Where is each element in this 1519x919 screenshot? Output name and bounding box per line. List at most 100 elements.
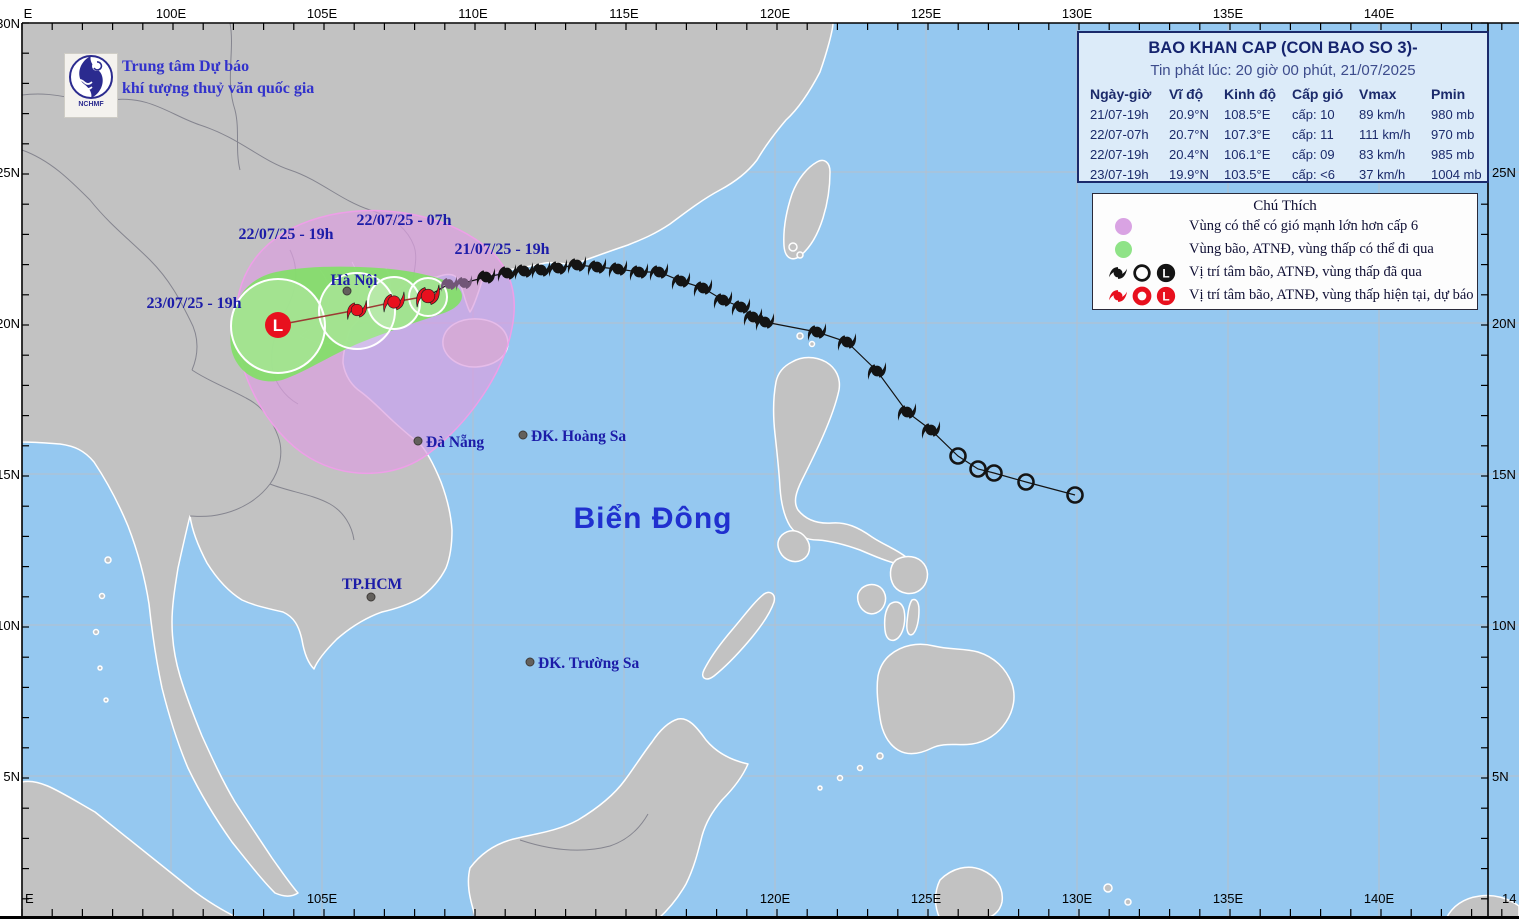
top-margin bbox=[0, 0, 1519, 23]
axis-label: 20N bbox=[0, 316, 20, 331]
forecast-low-letter: L bbox=[273, 316, 283, 335]
storm-track: L bbox=[265, 254, 1084, 504]
wind-area-circle-icon bbox=[1115, 218, 1132, 235]
col-header: Vĩ độ bbox=[1169, 86, 1204, 102]
axis-label: 5N bbox=[1492, 769, 1509, 784]
hoangsa-dot bbox=[518, 430, 528, 440]
axis-label: 5N bbox=[3, 769, 20, 784]
cell: 20.9°N bbox=[1169, 107, 1209, 122]
cell: 83 km/h bbox=[1359, 147, 1406, 162]
cell: 985 mb bbox=[1431, 147, 1475, 162]
land-samar bbox=[889, 555, 929, 595]
axis-label: 120E bbox=[760, 6, 791, 21]
forecast-table: Ngày-giờ Vĩ độ Kinh độ Cấp gió Vmax Pmin… bbox=[1079, 79, 1487, 182]
cell: 980 mb bbox=[1431, 107, 1475, 122]
track-area-circle-icon bbox=[1115, 241, 1132, 258]
land-borneo bbox=[467, 718, 749, 919]
danang-dot bbox=[413, 436, 423, 446]
cell: 21/07-19h bbox=[1090, 107, 1149, 122]
axis-label: 20N bbox=[1492, 316, 1516, 331]
cell: 107.3°E bbox=[1224, 127, 1271, 142]
bulletin-issued-time: Tin phát lúc: 20 giờ 00 phút, 21/07/2025 bbox=[1150, 62, 1416, 79]
axis-labels: E 100E 105E 110E 115E 120E 125E 130E 135E 140E E 10… bbox=[0, 6, 1516, 906]
legend-item-track-area: Vùng bão, ATNĐ, vùng thấp có thể đi qua bbox=[1093, 238, 1477, 261]
past-low-icon: L bbox=[1156, 263, 1176, 282]
truongsa-dot bbox=[525, 657, 535, 667]
axis-label: 140E bbox=[1364, 891, 1395, 906]
axis-label: 100E bbox=[156, 6, 187, 21]
past-depression-icon bbox=[1133, 263, 1151, 282]
axis-label: 105E bbox=[307, 6, 338, 21]
land-islet bbox=[808, 340, 816, 348]
cell: 23/07-19h bbox=[1090, 167, 1149, 182]
cell: 108.5°E bbox=[1224, 107, 1271, 122]
land-islet bbox=[788, 242, 798, 252]
past-typhoon-icon bbox=[1108, 266, 1128, 279]
cell: 22/07-07h bbox=[1090, 127, 1149, 142]
land-islet bbox=[876, 752, 884, 760]
land-sulawesi bbox=[934, 866, 1004, 919]
legend-item-past: L Vị trí tâm bão, ATNĐ, vùng thấp đã qua bbox=[1093, 261, 1477, 284]
svg-text:L: L bbox=[1162, 289, 1169, 303]
axis-label: 25N bbox=[1492, 165, 1516, 180]
legend-label: Vị trí tâm bão, ATNĐ, vùng thấp đã qua bbox=[1189, 264, 1422, 280]
land-negros bbox=[883, 601, 906, 642]
cell: 106.1°E bbox=[1224, 147, 1271, 162]
land-mindanao bbox=[876, 643, 1015, 755]
legend-box: Chú Thích Vùng có thể có gió mạnh lớn hơ… bbox=[1092, 193, 1478, 310]
nchmf-logo: NCHMF bbox=[64, 53, 118, 118]
land-islet bbox=[104, 556, 112, 564]
cell: 970 mb bbox=[1431, 127, 1475, 142]
axis-label: 105E bbox=[307, 891, 338, 906]
time-label-22-07: 22/07/25 - 07h bbox=[356, 212, 451, 229]
legend-title: Chú Thích bbox=[1253, 198, 1317, 214]
forecast-low-marker bbox=[265, 312, 291, 338]
axis-label: 15N bbox=[0, 467, 20, 482]
axis-label: 125E bbox=[911, 6, 942, 21]
axis-label: 110E bbox=[458, 6, 488, 21]
land-corner-se bbox=[1445, 894, 1519, 919]
land-islet bbox=[796, 332, 804, 340]
tphcm-label: TP.HCM bbox=[342, 576, 403, 593]
land-islet bbox=[836, 774, 844, 782]
forecast-track-line bbox=[277, 295, 429, 326]
cell: cấp: <6 bbox=[1292, 167, 1336, 182]
axis-ticks bbox=[21, 22, 1503, 916]
cell: 103.5°E bbox=[1224, 167, 1271, 182]
land-palawan bbox=[702, 591, 776, 680]
truongsa-label: ĐK. Trường Sa bbox=[538, 655, 640, 672]
axis-label: 115E bbox=[609, 6, 639, 21]
cell: 20.4°N bbox=[1169, 147, 1209, 162]
land-islet bbox=[103, 697, 109, 703]
col-header: Pmin bbox=[1431, 86, 1466, 102]
cell: 1004 mb bbox=[1431, 167, 1482, 182]
past-depression-symbol bbox=[949, 447, 967, 465]
col-header: Cấp gió bbox=[1292, 86, 1344, 102]
current-low-icon: L bbox=[1156, 286, 1176, 305]
past-depression-symbol bbox=[969, 460, 987, 478]
axis-label: 10N bbox=[0, 618, 20, 633]
storm-bulletin-box: BAO KHAN CAP (CON BAO SO 3)- Tin phát lú… bbox=[1077, 31, 1489, 183]
past-depression-symbol bbox=[985, 464, 1003, 482]
legend-label: Vùng có thể có gió mạnh lớn hơn cấp 6 bbox=[1189, 218, 1419, 234]
land-group bbox=[21, 22, 1519, 919]
time-label-23-19: 23/07/25 - 19h bbox=[146, 295, 241, 312]
bottom-frame bbox=[0, 916, 1519, 919]
cell: cấp: 11 bbox=[1292, 127, 1334, 142]
land-islet bbox=[97, 665, 103, 671]
current-typhoon-icon bbox=[1108, 289, 1128, 302]
left-margin bbox=[0, 0, 22, 919]
org-line1: Trung tâm Dự báo bbox=[122, 58, 250, 75]
axis-label: 14 bbox=[1502, 891, 1516, 906]
past-depression-symbol bbox=[1066, 486, 1084, 504]
cell: 22/07-19h bbox=[1090, 147, 1149, 162]
bulletin-title: BAO KHAN CAP (CON BAO SO 3)- bbox=[1148, 39, 1418, 57]
axis-label: 15N bbox=[1492, 467, 1516, 482]
land-islet bbox=[796, 251, 804, 259]
axis-label: 140E bbox=[1364, 6, 1395, 21]
axis-label: 25N bbox=[0, 165, 20, 180]
axis-label: E bbox=[24, 6, 33, 21]
axis-label: 135E bbox=[1213, 891, 1244, 906]
col-header: Vmax bbox=[1359, 86, 1397, 102]
danang-label: Đà Nẵng bbox=[426, 434, 484, 451]
